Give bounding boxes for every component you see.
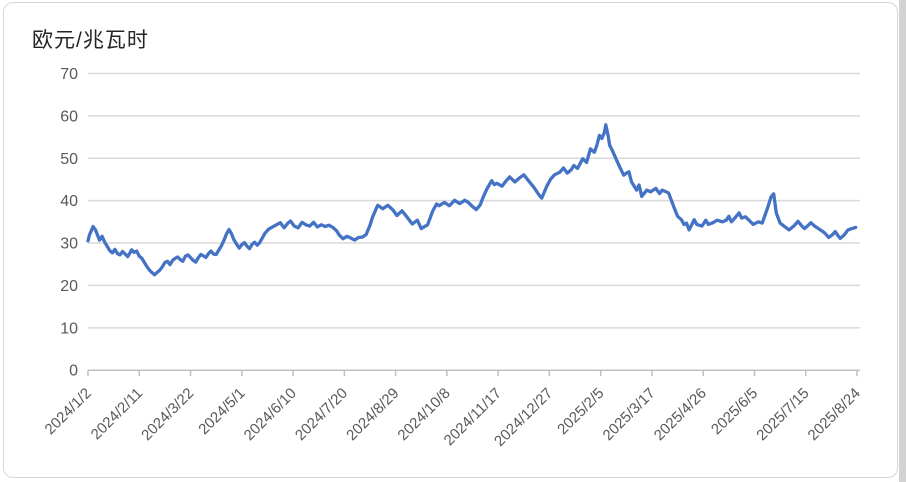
x-tick-label: 2024/6/10: [241, 385, 300, 444]
x-axis: [87, 369, 860, 377]
y-tick-label: 50: [60, 151, 78, 168]
x-tick-label: 2024/5/1: [195, 385, 248, 438]
y-gridlines: [88, 72, 860, 329]
x-tick-label: 2024/8/29: [343, 385, 402, 444]
x-tick-label: 2025/4/26: [651, 385, 710, 444]
x-tick-label: 2025/6/5: [708, 385, 761, 438]
series: [86, 123, 858, 277]
y-tick-label: 10: [60, 320, 78, 337]
series-line: [86, 123, 858, 277]
y-tick-label: 0: [69, 363, 78, 380]
x-tick-label: 2025/8/24: [805, 385, 864, 444]
x-tick-label: 2024/3/22: [138, 385, 197, 444]
x-tick-label: 2025/2/5: [554, 385, 607, 438]
x-axis-labels: 2024/1/22024/2/112024/3/222024/5/12024/6…: [42, 385, 864, 450]
y-tick-label: 60: [60, 108, 78, 125]
y-axis-labels: 0 10 20 30 40 50 60 70: [60, 66, 78, 380]
x-tick-label: 2024/1/2: [42, 385, 95, 438]
y-tick-label: 40: [60, 193, 78, 210]
chart-container: [3, 2, 898, 478]
y-tick-label: 70: [60, 66, 78, 83]
y-tick-label: 20: [60, 278, 78, 295]
window-right-edge: [899, 0, 906, 482]
x-tick-label: 2025/3/17: [600, 385, 659, 444]
x-tick-label: 2025/7/15: [753, 385, 812, 444]
y-axis-title: 欧元/兆瓦时: [32, 29, 149, 52]
x-tick-label: 2024/7/20: [292, 385, 351, 444]
x-tick-label: 2024/2/11: [88, 385, 146, 443]
y-tick-label: 30: [60, 236, 78, 253]
